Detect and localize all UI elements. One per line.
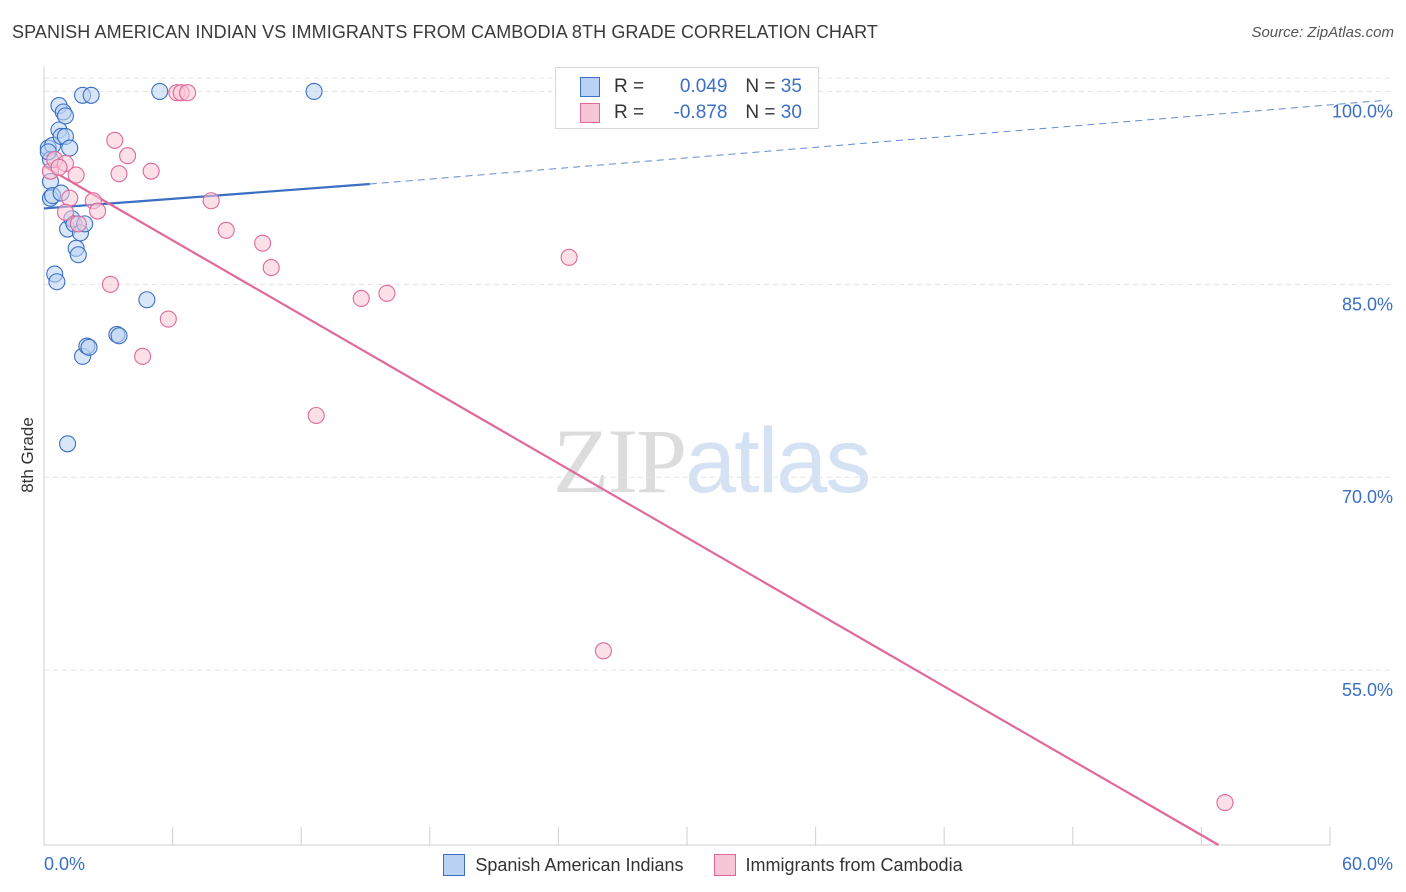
- point-immigrants-from-cambodia: [119, 147, 137, 165]
- legend-r-label: R =: [614, 102, 645, 123]
- point-immigrants-from-cambodia: [594, 642, 612, 660]
- point-immigrants-from-cambodia: [61, 189, 79, 207]
- trendline-pink: [43, 165, 1220, 846]
- point-immigrants-from-cambodia: [560, 248, 578, 266]
- x-tick-label: 60.0%: [1342, 854, 1393, 874]
- legend-swatch-blue: [443, 854, 466, 876]
- stats-legend: R = 0.049 N = 35 R = -0.878 N = 30: [555, 67, 819, 129]
- point-immigrants-from-cambodia: [67, 166, 85, 184]
- point-immigrants-from-cambodia: [134, 347, 152, 365]
- legend-series-label: Immigrants from Cambodia: [745, 854, 963, 875]
- legend-swatch-pink: [713, 854, 736, 876]
- grid-lines: [44, 77, 1392, 671]
- point-immigrants-from-cambodia: [142, 162, 160, 180]
- x-tick-label: 0.0%: [44, 854, 85, 874]
- legend-n-label: N =: [745, 102, 776, 123]
- watermark-zip: ZIP: [553, 410, 687, 512]
- y-tick-label: 100.0%: [1332, 101, 1393, 121]
- legend-r-value: 0.049: [679, 76, 728, 97]
- legend-r-label: R =: [614, 76, 645, 97]
- point-spanish-american-indians: [151, 82, 169, 100]
- y-tick-label: 85.0%: [1342, 294, 1393, 314]
- point-immigrants-from-cambodia: [110, 165, 128, 183]
- point-spanish-american-indians: [69, 246, 87, 264]
- point-immigrants-from-cambodia: [1216, 794, 1234, 812]
- point-immigrants-from-cambodia: [106, 131, 124, 149]
- legend-n-value: 35: [780, 76, 802, 97]
- tick-labels: 55.0% 70.0% 85.0% 100.0% 0.0% 60.0%: [44, 101, 1393, 874]
- trendline-blue-dashed: [369, 99, 1384, 185]
- point-spanish-american-indians: [110, 327, 128, 345]
- point-immigrants-from-cambodia: [217, 221, 235, 239]
- legend-n-value: 30: [780, 102, 802, 123]
- legend-item-spanish-american-indians[interactable]: Spanish American Indians: [443, 854, 684, 876]
- y-tick-label: 70.0%: [1342, 487, 1393, 507]
- point-immigrants-from-cambodia: [378, 284, 396, 302]
- point-spanish-american-indians: [138, 291, 156, 309]
- legend-row-pink: R = -0.878 N = 30: [580, 100, 802, 126]
- legend-swatch-pink: [580, 103, 600, 123]
- legend-row-blue: R = 0.049 N = 35: [580, 74, 802, 100]
- trendlines: [43, 99, 1384, 846]
- point-spanish-american-indians: [56, 107, 74, 125]
- watermark-atlas: atlas: [685, 410, 871, 512]
- point-spanish-american-indians: [80, 338, 98, 356]
- axes: [43, 67, 1331, 846]
- point-immigrants-from-cambodia: [202, 192, 220, 210]
- point-spanish-american-indians: [305, 82, 323, 100]
- source-label: Source: ZipAtlas.com: [1251, 24, 1394, 41]
- point-spanish-american-indians: [48, 273, 66, 291]
- point-immigrants-from-cambodia: [159, 310, 177, 328]
- chart-title: SPANISH AMERICAN INDIAN VS IMMIGRANTS FR…: [12, 22, 879, 42]
- point-immigrants-from-cambodia: [50, 158, 68, 176]
- point-immigrants-from-cambodia: [69, 215, 87, 233]
- legend-r-value: -0.878: [673, 102, 728, 123]
- point-immigrants-from-cambodia: [307, 406, 325, 425]
- point-spanish-american-indians: [82, 86, 100, 104]
- legend-item-immigrants-from-cambodia[interactable]: Immigrants from Cambodia: [713, 854, 963, 876]
- point-immigrants-from-cambodia: [56, 203, 74, 221]
- series-legend: Spanish American Indians Immigrants from…: [0, 851, 1406, 879]
- point-immigrants-from-cambodia: [254, 234, 272, 252]
- point-spanish-american-indians: [59, 435, 77, 453]
- point-spanish-american-indians: [61, 139, 79, 157]
- point-immigrants-from-cambodia: [262, 259, 280, 277]
- data-points: [39, 82, 1234, 812]
- point-immigrants-from-cambodia: [101, 275, 119, 293]
- point-immigrants-from-cambodia: [89, 202, 107, 220]
- point-immigrants-from-cambodia: [179, 84, 197, 102]
- watermark: ZIPatlas: [553, 408, 871, 514]
- legend-series-label: Spanish American Indians: [475, 854, 684, 875]
- legend-n-label: N =: [745, 76, 776, 97]
- y-tick-label: 55.0%: [1342, 680, 1393, 700]
- legend-swatch-blue: [580, 77, 600, 97]
- point-immigrants-from-cambodia: [352, 289, 370, 308]
